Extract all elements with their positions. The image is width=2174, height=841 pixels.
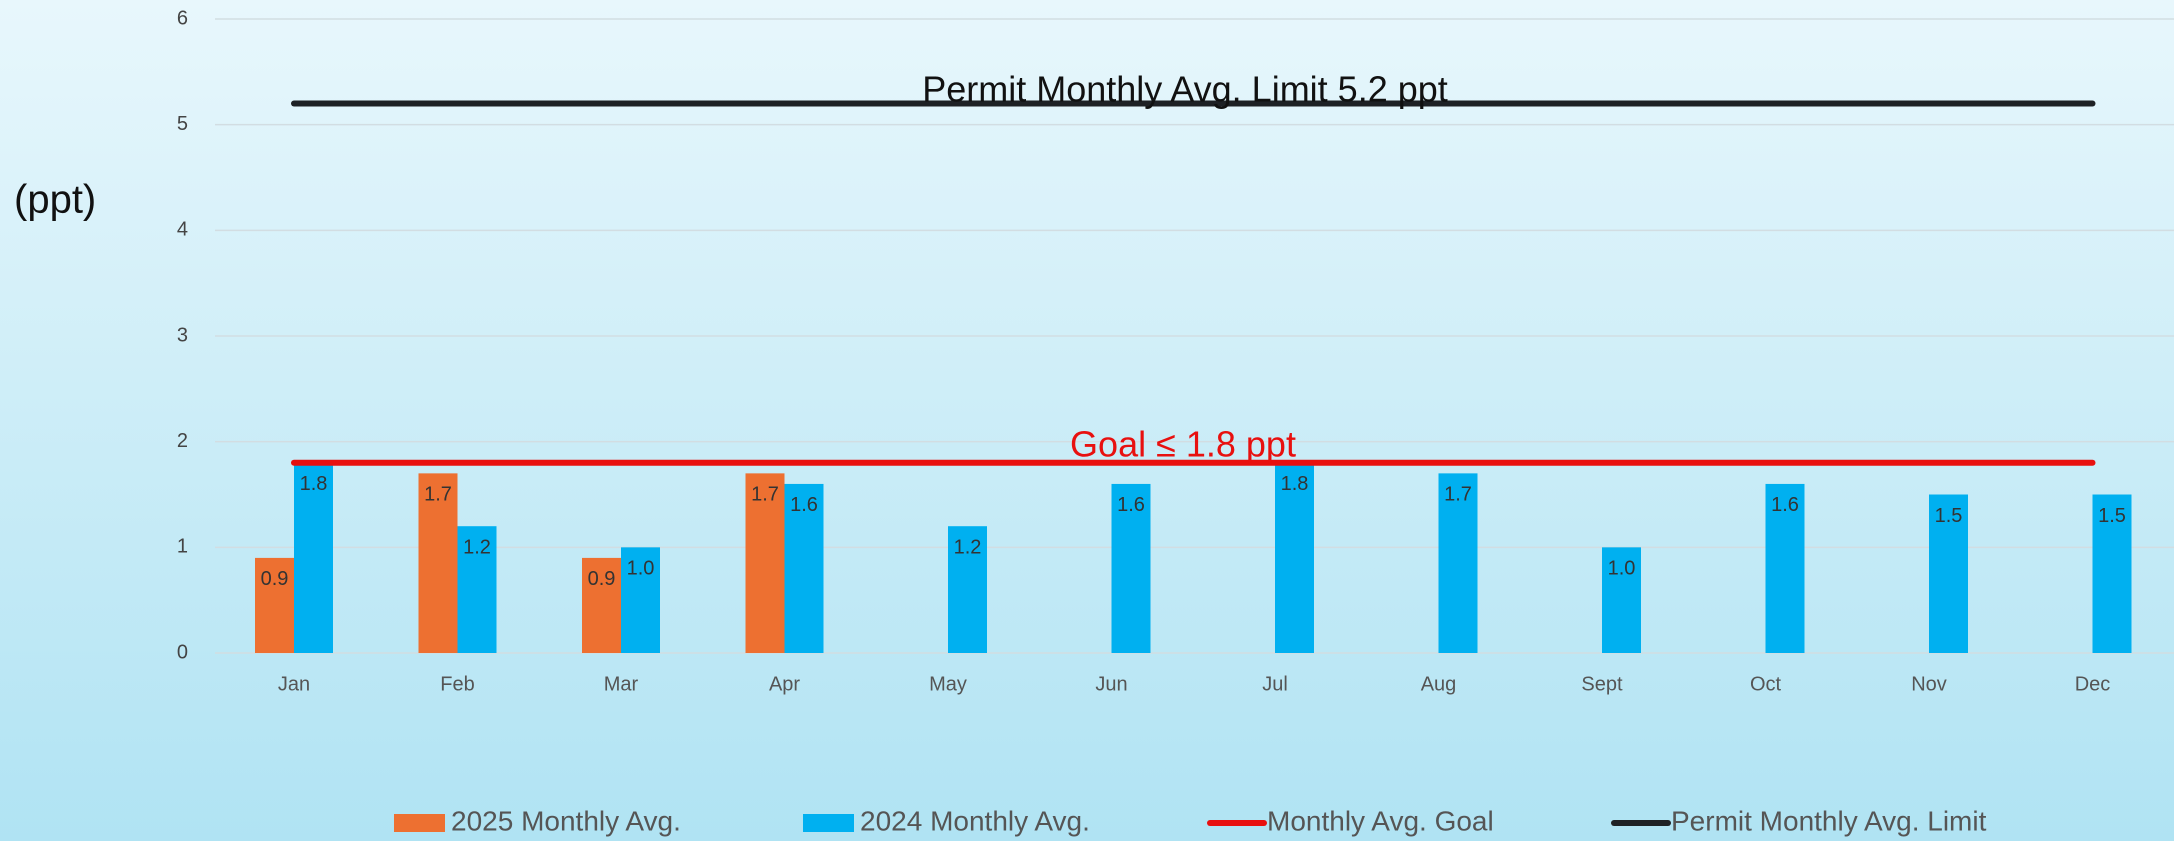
x-tick-label: Dec — [2075, 673, 2111, 695]
y-tick-label: 0 — [177, 641, 188, 663]
data-label: 1.6 — [1771, 494, 1799, 516]
x-tick-label: Feb — [440, 673, 474, 695]
annotation: Permit Monthly Avg. Limit 5.2 ppt — [922, 69, 1448, 110]
data-label: 1.2 — [954, 536, 982, 558]
y-tick-label: 6 — [177, 7, 188, 29]
data-label: 1.5 — [2098, 505, 2126, 527]
data-label: 1.8 — [300, 473, 328, 495]
bar — [582, 557, 621, 653]
x-tick-label: Mar — [604, 673, 639, 695]
bar — [784, 483, 824, 653]
bar — [948, 526, 987, 653]
bar — [745, 473, 785, 653]
x-tick-label: Jan — [278, 673, 310, 695]
legend-label: 2024 Monthly Avg. — [860, 805, 1090, 836]
x-tick-label: Nov — [1911, 673, 1947, 695]
data-label: 1.6 — [1117, 494, 1145, 516]
y-tick-label: 1 — [177, 536, 188, 558]
y-tick-label: 5 — [177, 113, 188, 135]
data-label: 1.7 — [1444, 484, 1472, 506]
legend-label: Permit Monthly Avg. Limit — [1671, 805, 1987, 836]
data-label: 0.9 — [261, 568, 289, 590]
data-label: 1.7 — [751, 484, 779, 506]
bar — [1929, 494, 1968, 653]
y-tick-label: 2 — [177, 430, 188, 452]
bar — [621, 547, 660, 653]
legend-swatch — [803, 814, 854, 832]
data-label: 1.0 — [627, 558, 655, 580]
data-label: 1.2 — [463, 536, 491, 558]
bar — [255, 557, 294, 653]
annotation: Goal ≤ 1.8 ppt — [1070, 424, 1296, 465]
bar — [294, 462, 333, 653]
x-tick-label: Jun — [1095, 673, 1127, 695]
bar — [1275, 462, 1314, 653]
bar — [2092, 494, 2132, 653]
data-label: 1.8 — [1281, 473, 1309, 495]
y-axis-label: (ppt) — [14, 178, 96, 222]
bar — [418, 473, 458, 653]
x-tick-label: Oct — [1750, 673, 1782, 695]
data-label: 1.7 — [424, 484, 452, 506]
data-label: 0.9 — [588, 568, 616, 590]
data-label: 1.0 — [1608, 558, 1636, 580]
legend-label: Monthly Avg. Goal — [1267, 805, 1494, 836]
data-label: 1.5 — [1935, 505, 1963, 527]
x-tick-label: Jul — [1262, 673, 1288, 695]
y-tick-label: 4 — [177, 219, 188, 241]
x-tick-label: May — [929, 673, 967, 695]
x-tick-label: Sept — [1581, 673, 1623, 695]
data-label: 1.6 — [790, 494, 818, 516]
y-tick-label: 3 — [177, 324, 188, 346]
x-tick-label: Aug — [1421, 673, 1457, 695]
legend-label: 2025 Monthly Avg. — [451, 805, 681, 836]
x-tick-label: Apr — [769, 673, 800, 695]
bar — [1765, 483, 1805, 653]
bar — [457, 526, 497, 653]
bar — [1438, 473, 1478, 653]
legend-swatch — [394, 814, 445, 832]
bar — [1111, 483, 1151, 653]
bar — [1602, 547, 1641, 653]
